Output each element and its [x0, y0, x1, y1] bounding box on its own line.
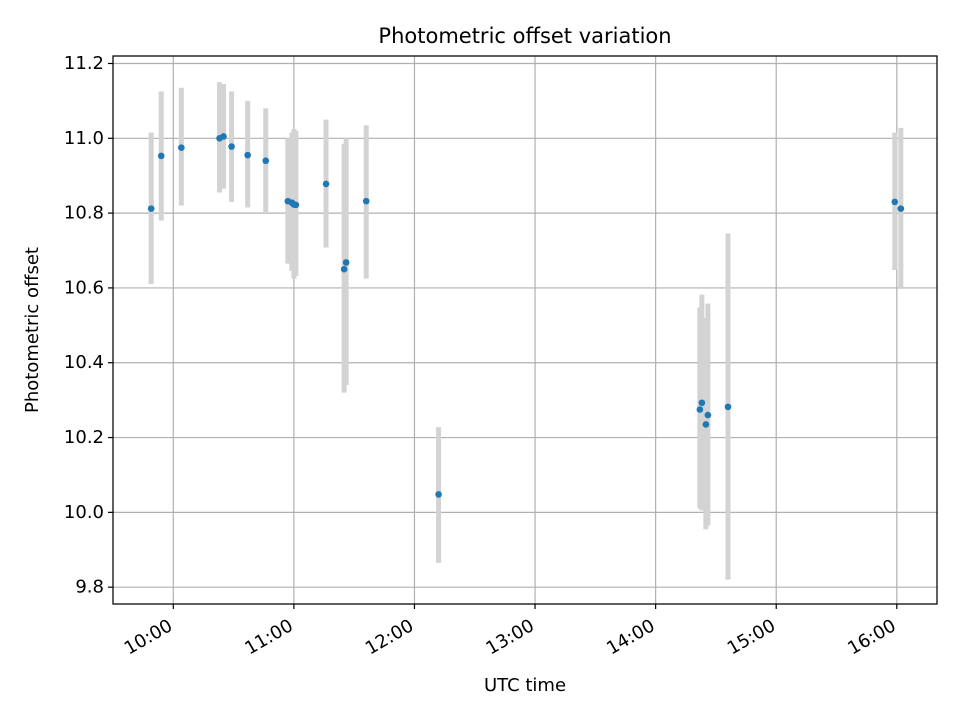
data-point	[891, 198, 899, 206]
data-point	[244, 151, 251, 159]
data-point	[362, 197, 370, 205]
y-axis-label: Photometric offset	[22, 247, 43, 413]
data-point	[435, 491, 442, 498]
grid-lines	[113, 56, 937, 604]
y-tick-label: 10.4	[64, 352, 104, 373]
data-point	[220, 133, 227, 140]
data-point	[897, 205, 905, 212]
data-point	[724, 403, 732, 411]
y-axis-ticks: 9.8 10.0 10.2 10.4 10.6 10.8 11.0 11.2	[64, 53, 113, 598]
y-tick-label: 11.2	[64, 53, 104, 74]
data-point	[698, 399, 706, 407]
y-tick-label: 10.6	[64, 277, 104, 298]
x-axis-label: UTC time	[484, 675, 566, 696]
data-point	[702, 421, 710, 428]
data-point	[292, 201, 300, 209]
data-point	[704, 411, 712, 419]
data-point	[228, 143, 235, 150]
y-tick-label: 11.0	[64, 128, 104, 149]
data-point	[178, 144, 185, 151]
data-point	[157, 152, 165, 160]
y-tick-label: 9.8	[75, 577, 104, 598]
data-point	[147, 205, 155, 212]
data-point	[322, 180, 330, 188]
data-point	[342, 259, 350, 266]
data-point	[340, 265, 348, 273]
plot-frame	[112, 55, 938, 605]
chart-title: Photometric offset variation	[378, 24, 671, 48]
data-point	[262, 157, 270, 165]
y-tick-label: 10.8	[64, 203, 104, 224]
data-points	[147, 133, 905, 498]
y-tick-label: 10.0	[64, 502, 104, 523]
data-point	[696, 406, 704, 413]
y-tick-label: 10.2	[64, 427, 104, 448]
